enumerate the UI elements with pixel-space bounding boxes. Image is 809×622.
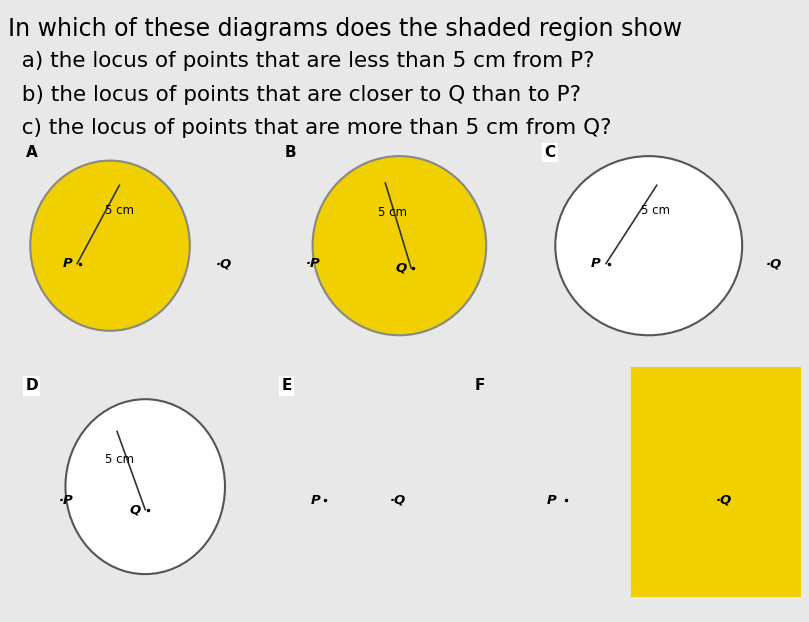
Ellipse shape	[312, 156, 486, 335]
Text: P: P	[311, 494, 320, 507]
Text: c) the locus of points that are more than 5 cm from Q?: c) the locus of points that are more tha…	[8, 118, 612, 138]
Text: ·Q: ·Q	[766, 257, 782, 270]
Text: P: P	[591, 257, 600, 270]
Text: 5 cm: 5 cm	[105, 203, 134, 216]
Text: P: P	[63, 257, 73, 270]
Text: 5 cm: 5 cm	[641, 203, 670, 216]
Text: P: P	[547, 494, 557, 507]
Text: ·P: ·P	[306, 257, 320, 270]
Text: 5 cm: 5 cm	[379, 206, 407, 219]
Ellipse shape	[66, 399, 225, 574]
Text: a) the locus of points that are less than 5 cm from P?: a) the locus of points that are less tha…	[8, 51, 595, 71]
Text: A: A	[26, 145, 37, 160]
Text: F: F	[475, 378, 485, 394]
Text: B: B	[285, 145, 296, 160]
Text: ·Q: ·Q	[215, 257, 232, 270]
Ellipse shape	[555, 156, 742, 335]
Bar	[631, 367, 801, 597]
Text: E: E	[282, 378, 292, 394]
Text: Q: Q	[129, 503, 141, 516]
Text: Q: Q	[395, 262, 406, 274]
Ellipse shape	[30, 160, 190, 331]
Text: D: D	[26, 378, 38, 394]
Text: C: C	[544, 145, 556, 160]
Text: b) the locus of points that are closer to Q than to P?: b) the locus of points that are closer t…	[8, 85, 581, 104]
Text: ·P: ·P	[58, 494, 73, 507]
Text: ·Q: ·Q	[716, 494, 732, 507]
Text: In which of these diagrams does the shaded region show: In which of these diagrams does the shad…	[8, 17, 682, 42]
Text: 5 cm: 5 cm	[105, 453, 134, 466]
Text: ·Q: ·Q	[390, 494, 406, 507]
